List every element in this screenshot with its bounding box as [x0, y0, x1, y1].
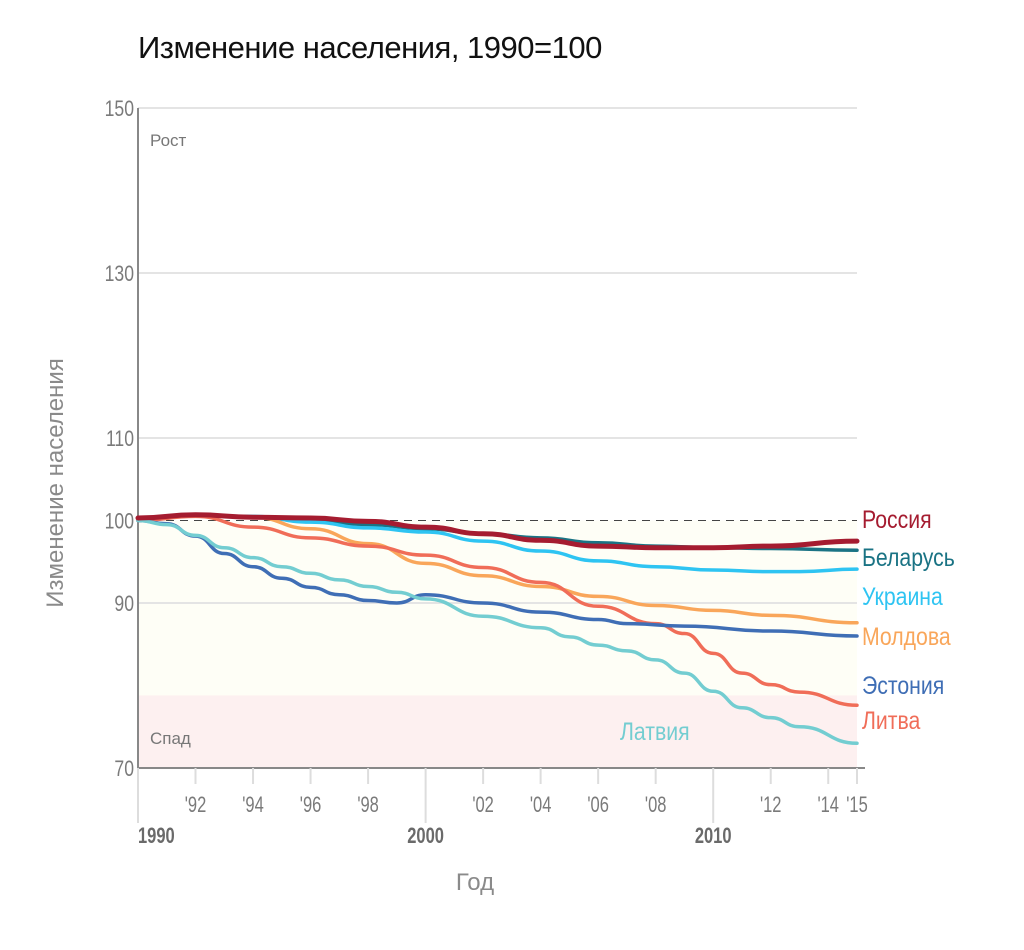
decline-zone-label: Спад — [150, 729, 191, 748]
x-tick-label-2010: 2010 — [695, 824, 732, 849]
x-axis-label: Год — [456, 869, 494, 896]
x-tick-label-2014: '14 — [817, 793, 839, 818]
y-tick-label-90: 90 — [114, 592, 134, 616]
series-line-Эстония — [136, 518, 859, 638]
series-line-Россия — [135, 512, 860, 551]
y-tick-label-70: 70 — [114, 757, 134, 781]
series-label-Латвия: Латвия — [620, 717, 690, 745]
x-tick-label-1996: '96 — [300, 793, 322, 818]
series-line-Литва — [136, 514, 859, 708]
x-tick-label-2006: '06 — [587, 793, 609, 818]
y-tick-label-150: 150 — [105, 97, 134, 121]
x-tick-label-1998: '98 — [357, 793, 379, 818]
series-label-Беларусь: Беларусь — [862, 543, 955, 571]
x-tick-label-1992: '92 — [185, 793, 207, 818]
y-tick-label-110: 110 — [106, 427, 134, 451]
series-label-Эстония: Эстония — [862, 671, 944, 699]
series-label-Россия: Россия — [862, 505, 932, 533]
series-label-Литва: Литва — [862, 706, 920, 734]
x-tick-label-2012: '12 — [760, 793, 782, 818]
growth-zone-label: Рост — [150, 131, 187, 150]
x-tick-label-2002: '02 — [472, 793, 494, 818]
x-tick-label-2015: '15 — [846, 793, 868, 818]
x-tick-label-2004: '04 — [530, 793, 552, 818]
x-tick-label-2008: '08 — [645, 793, 667, 818]
decline-zone-shade — [138, 695, 857, 768]
chart-title: Изменение населения, 1990=100 — [138, 30, 602, 65]
y-axis-label: Изменение населения — [42, 358, 69, 608]
x-tick-label-2000: 2000 — [407, 824, 444, 849]
series-label-Украина: Украина — [862, 582, 943, 610]
x-tick-label-1990: 1990 — [138, 824, 175, 849]
series-label-Молдова: Молдова — [862, 622, 951, 650]
x-tick-label-1994: '94 — [242, 793, 264, 818]
y-tick-label-100: 100 — [105, 510, 134, 534]
y-tick-label-130: 130 — [105, 262, 134, 286]
series-line-Латвия — [136, 518, 859, 745]
